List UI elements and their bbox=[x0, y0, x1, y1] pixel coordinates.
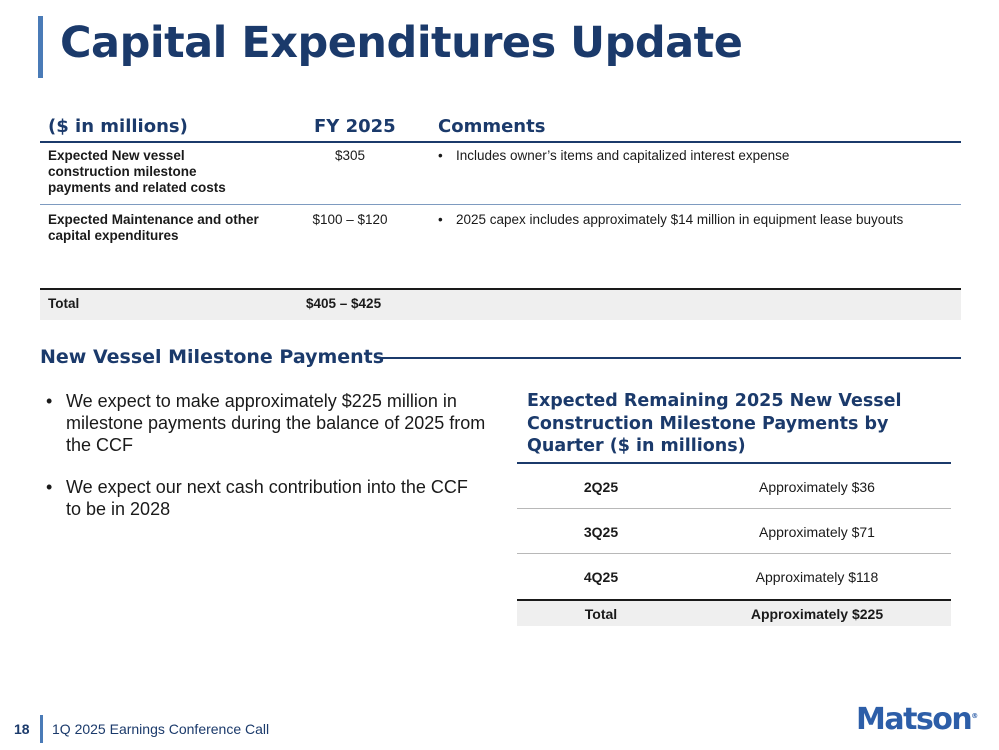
row-label: Expected New vessel construction milesto… bbox=[48, 148, 226, 195]
footer-text: 1Q 2025 Earnings Conference Call bbox=[52, 721, 270, 737]
header-fy2025: FY 2025 bbox=[314, 116, 396, 137]
header-label: ($ in millions) bbox=[48, 116, 188, 137]
table-row: 4Q25 Approximately $118 bbox=[517, 554, 951, 599]
total-amount-cell: Approximately $225 bbox=[750, 606, 884, 622]
capex-total-row: Total $405 – $425 bbox=[40, 288, 961, 320]
amount-cell: Approximately $71 bbox=[759, 524, 875, 540]
quarterly-total-row: Total Approximately $225 bbox=[517, 599, 951, 626]
header-comments: Comments bbox=[438, 116, 546, 137]
section-divider bbox=[378, 357, 961, 359]
table-row: 3Q25 Approximately $71 bbox=[517, 509, 951, 554]
total-label: Total bbox=[48, 296, 80, 311]
page-title: Capital Expenditures Update bbox=[60, 18, 743, 68]
table-row: 2Q25 Approximately $36 bbox=[517, 464, 951, 509]
section-title: New Vessel Milestone Payments bbox=[40, 346, 385, 368]
table-row: Expected Maintenance and other capital e… bbox=[40, 205, 961, 287]
quarterly-table-title: Expected Remaining 2025 New Vessel Const… bbox=[527, 391, 902, 456]
amount-cell: Approximately $118 bbox=[755, 569, 879, 585]
table-row: Expected New vessel construction milesto… bbox=[40, 143, 961, 205]
capex-table: ($ in millions) FY 2025 Comments Expecte… bbox=[40, 113, 961, 320]
row-value: $100 – $120 bbox=[312, 212, 388, 227]
row-comment: 2025 capex includes approximately $14 mi… bbox=[438, 212, 908, 228]
total-quarter-cell: Total bbox=[584, 606, 618, 622]
amount-cell: Approximately $36 bbox=[759, 479, 875, 495]
quarterly-table: 2Q25 Approximately $36 3Q25 Approximatel… bbox=[517, 462, 951, 626]
logo-wordmark: Matson bbox=[856, 702, 973, 737]
quarter-cell: 3Q25 bbox=[583, 524, 619, 540]
milestone-bullets: We expect to make approximately $225 mil… bbox=[46, 390, 486, 540]
quarter-cell: 4Q25 bbox=[583, 569, 619, 585]
quarter-cell: 2Q25 bbox=[583, 479, 619, 495]
page-number: 18 bbox=[14, 721, 30, 737]
row-comment: Includes owner’s items and capitalized i… bbox=[438, 148, 938, 164]
total-value: $405 – $425 bbox=[306, 296, 382, 311]
row-label: Expected Maintenance and other capital e… bbox=[48, 212, 259, 243]
registered-mark: ® bbox=[971, 712, 979, 720]
bullet-item: We expect to make approximately $225 mil… bbox=[46, 390, 486, 456]
title-accent-bar bbox=[38, 16, 43, 78]
capex-table-header: ($ in millions) FY 2025 Comments bbox=[40, 113, 961, 143]
row-value: $305 bbox=[334, 148, 366, 163]
footer-divider bbox=[40, 715, 43, 743]
matson-logo: Matson® bbox=[856, 702, 978, 737]
bullet-item: We expect our next cash contribution int… bbox=[46, 476, 486, 520]
